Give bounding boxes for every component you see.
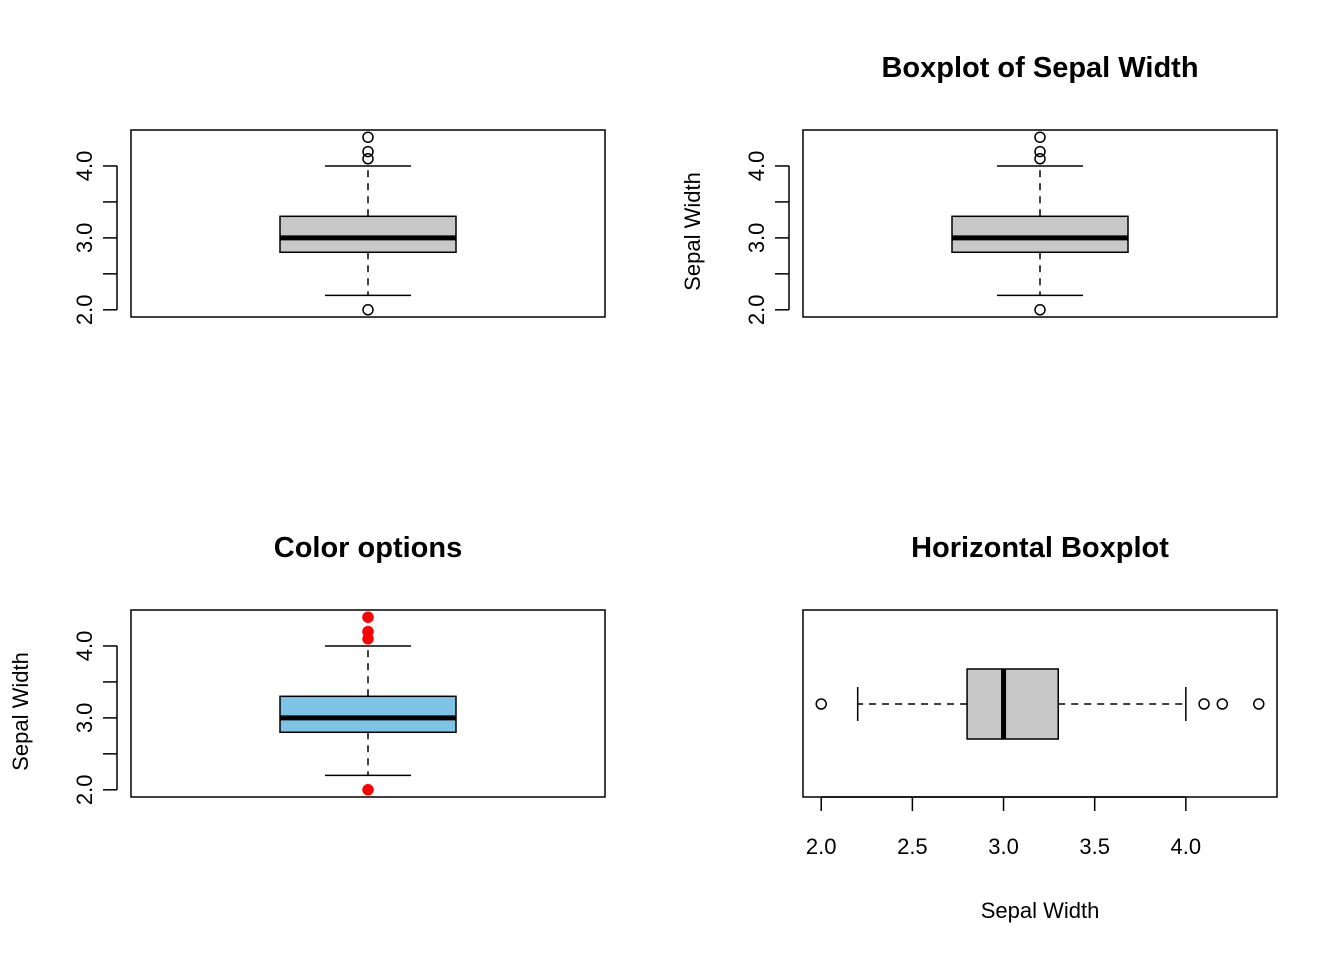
x-axis-label: Sepal Width: [981, 898, 1100, 923]
outlier-point: [362, 153, 374, 165]
y-tick-label: 3.0: [72, 703, 97, 734]
outlier-point: [1253, 698, 1265, 710]
chart-title: Boxplot of Sepal Width: [881, 52, 1198, 84]
y-tick-label: 4.0: [72, 631, 97, 662]
panel-2: Boxplot of Sepal Width 2.0 3.0 4.0 Sepal Wid…: [680, 52, 1278, 326]
y-tick-label: 4.0: [72, 151, 97, 182]
y-tick-label: 3.0: [72, 223, 97, 254]
y-tick-label: 3.0: [744, 223, 769, 254]
outlier-point: [1216, 698, 1229, 710]
chart-title: Color options: [274, 532, 462, 564]
x-tick-label: 4.0: [1171, 834, 1202, 859]
outlier-point: [815, 698, 827, 710]
x-tick-label: 3.0: [988, 834, 1019, 859]
outlier-point: [1034, 145, 1046, 158]
outlier-point: [362, 784, 374, 796]
panel-1: 2.0 3.0 4.0: [72, 129, 606, 326]
panel-4: Horizontal Boxplot 2.0 2.5 3.0 3.5 4.0 Sepal W…: [802, 532, 1278, 923]
y-axis: 2.0 3.0 4.0: [744, 151, 790, 326]
y-axis: 2.0 3.0 4.0: [72, 631, 118, 806]
y-tick-label: 2.0: [72, 775, 97, 806]
y-tick-label: 4.0: [744, 151, 769, 182]
x-tick-label: 2.0: [806, 834, 837, 859]
box-iqr: [279, 695, 457, 734]
x-axis: 2.0 2.5 3.0 3.5 4.0: [806, 796, 1202, 859]
outlier-point: [1034, 304, 1046, 316]
y-tick-label: 2.0: [72, 295, 97, 326]
outlier-point: [362, 304, 374, 316]
outlier-point: [362, 611, 374, 623]
y-tick-label: 2.0: [744, 295, 769, 326]
outlier-point: [1034, 153, 1046, 165]
outlier-point: [362, 131, 374, 143]
y-axis-label: Sepal Width: [8, 652, 33, 771]
box-iqr: [966, 668, 1059, 740]
outlier-point: [362, 625, 374, 638]
outlier-point: [1034, 131, 1046, 143]
chart-title: Horizontal Boxplot: [911, 532, 1169, 564]
x-tick-label: 2.5: [897, 834, 928, 859]
y-axis: 2.0 3.0 4.0: [72, 151, 118, 326]
plot-frame: [802, 129, 1278, 318]
y-axis-label: Sepal Width: [680, 172, 705, 291]
panel-3: Color options 2.0 3.0 4.0 Sepal Width: [8, 532, 606, 806]
box-iqr: [279, 215, 457, 254]
plot-frame: [130, 129, 606, 318]
box-iqr: [951, 215, 1129, 254]
plot-frame: [130, 609, 606, 798]
outlier-point: [362, 145, 374, 158]
outlier-point: [1198, 698, 1210, 710]
x-tick-label: 3.5: [1079, 834, 1110, 859]
